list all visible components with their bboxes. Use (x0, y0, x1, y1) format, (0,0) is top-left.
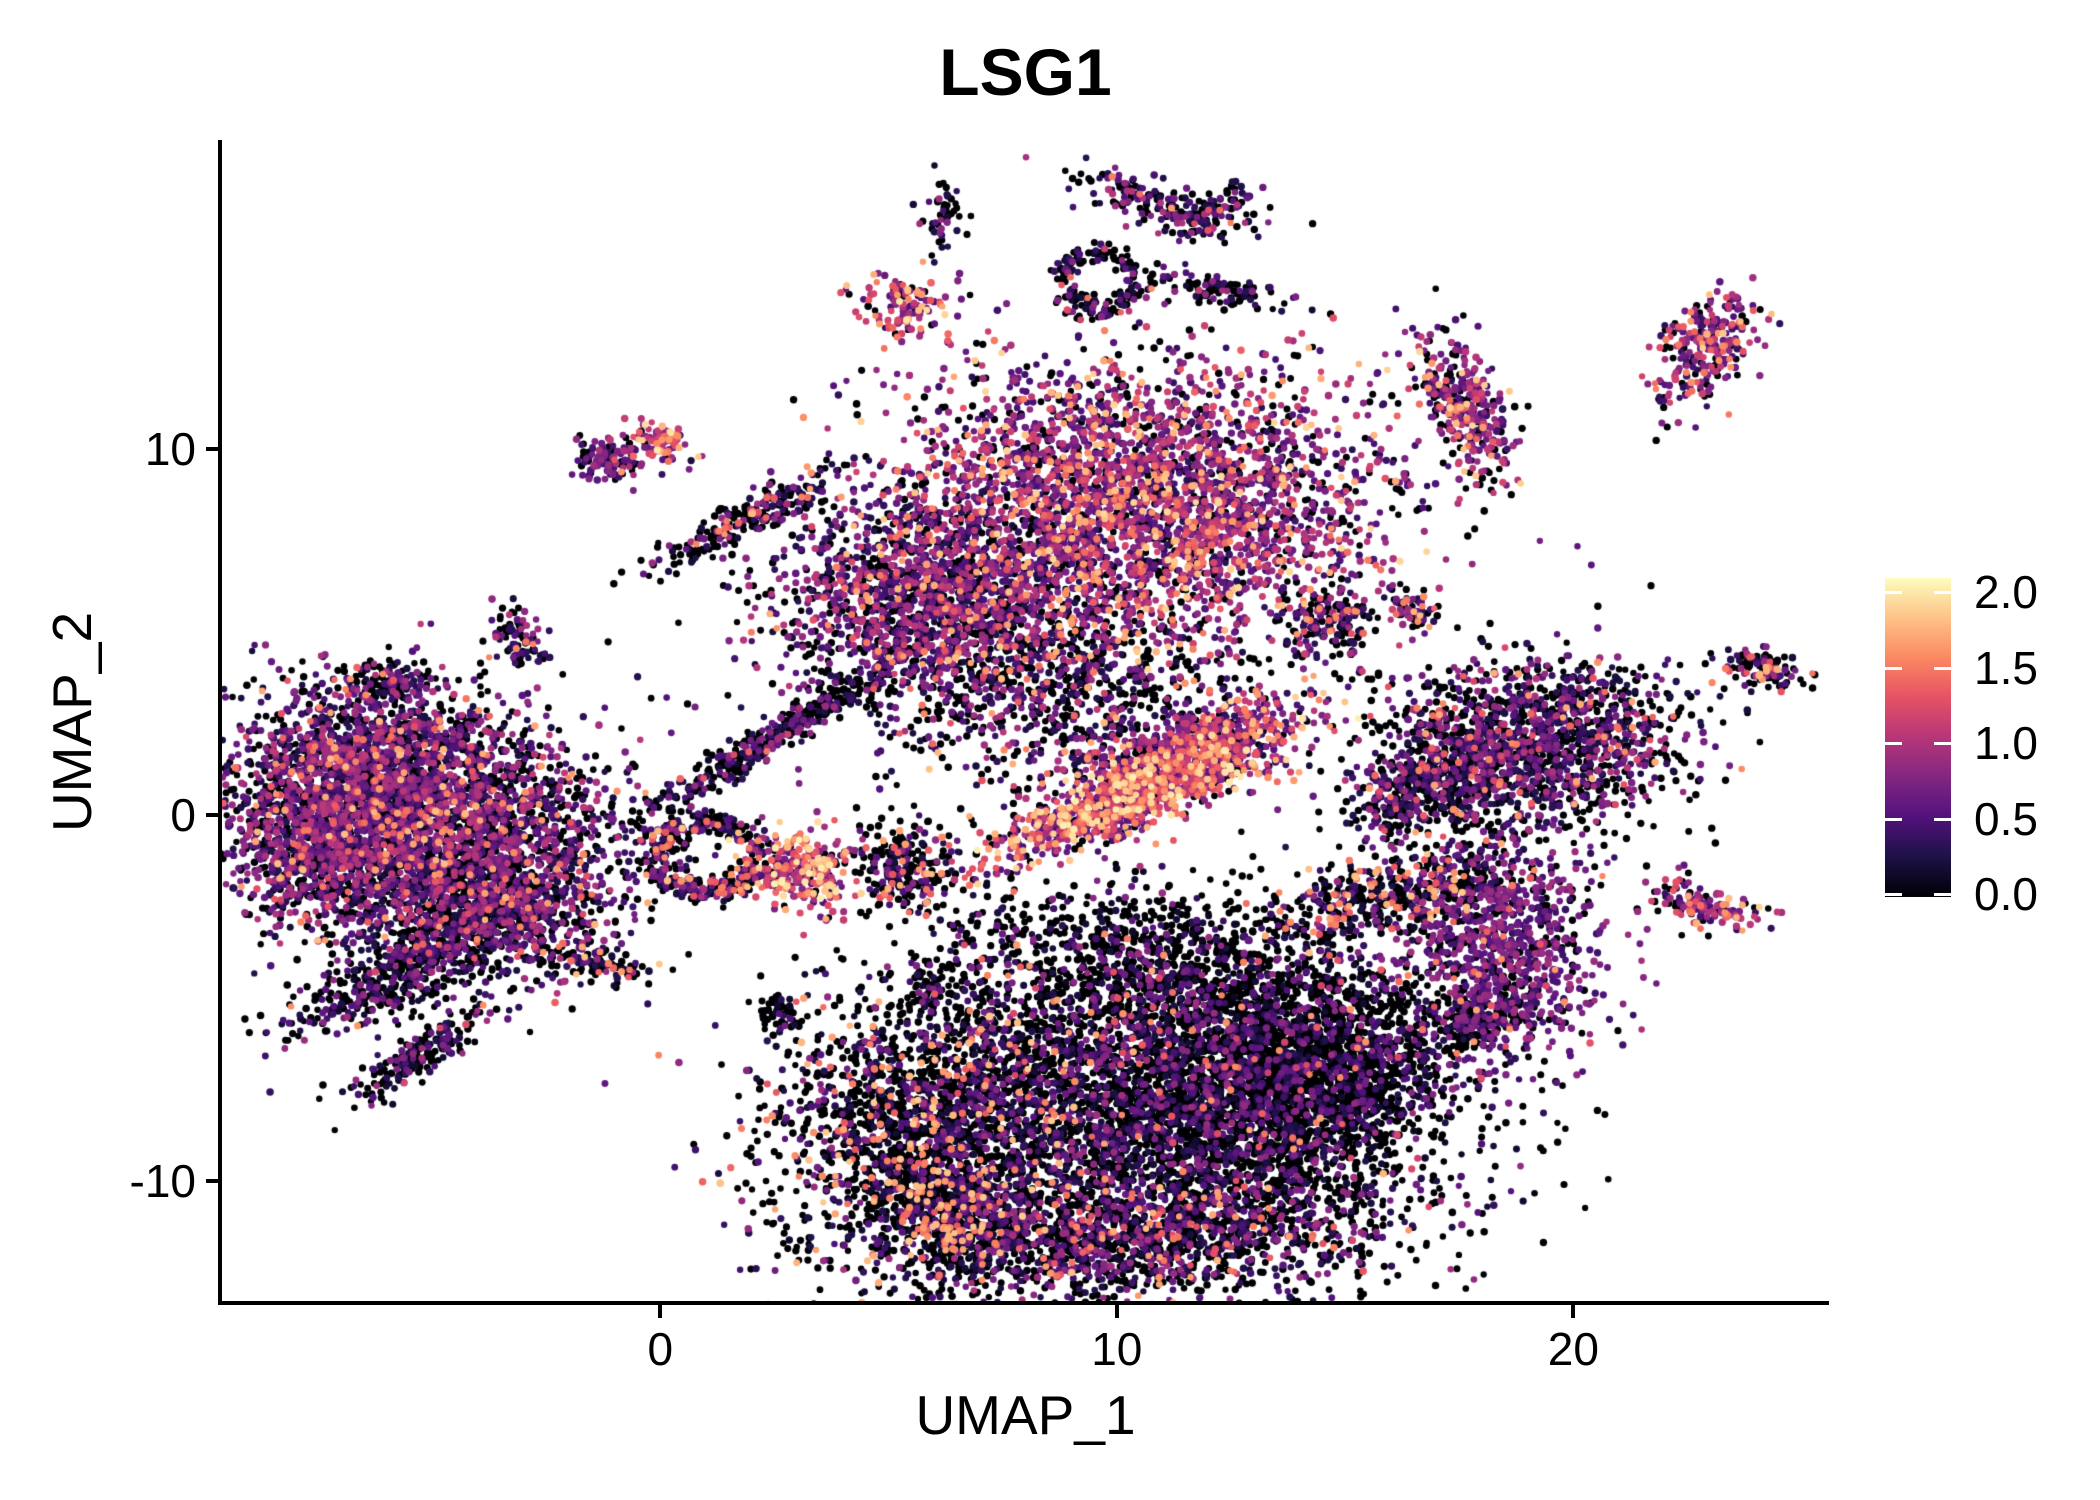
colorbar-tick-notch-right (1934, 817, 1951, 821)
y-axis-title: UMAP_2 (41, 611, 103, 833)
y-tick-label: -10 (129, 1154, 196, 1207)
colorbar-tick-notch-right (1934, 666, 1951, 670)
colorbar-gradient (1885, 578, 1951, 897)
x-tick-label: 0 (647, 1323, 674, 1375)
colorbar-tick-label: 0.5 (1974, 792, 2038, 845)
y-tick-label: 0 (170, 788, 196, 841)
colorbar-tick-notch-right (1934, 893, 1951, 897)
colorbar-tick-label: 1.5 (1974, 641, 2038, 694)
y-tick-mark (206, 1178, 219, 1183)
x-tick-label: 20 (1547, 1323, 1599, 1375)
y-tick-mark (206, 447, 219, 452)
y-axis-line (218, 140, 222, 1305)
colorbar-tick-label: 0.0 (1974, 868, 2038, 921)
colorbar-tick-notch-left (1885, 666, 1902, 670)
x-tick-mark (1114, 1305, 1119, 1318)
colorbar-tick-label: 2.0 (1974, 566, 2038, 619)
colorbar-tick-notch-left (1885, 742, 1902, 746)
x-axis-line (218, 1301, 1829, 1305)
colorbar-tick-notch-right (1934, 742, 1951, 746)
x-tick-mark (658, 1305, 663, 1318)
colorbar-tick-label: 1.0 (1974, 717, 2038, 770)
plot-panel (222, 142, 1829, 1303)
colorbar-tick-notch-left (1885, 591, 1902, 595)
colorbar-tick-notch-left (1885, 893, 1902, 897)
x-axis-title: UMAP_1 (915, 1384, 1136, 1446)
page-title: LSG1 (939, 35, 1112, 109)
x-tick-label: 10 (1091, 1323, 1143, 1375)
x-tick-mark (1571, 1305, 1576, 1318)
umap-scatter-canvas (222, 142, 1829, 1303)
colorbar-tick-notch-right (1934, 591, 1951, 595)
y-tick-mark (206, 812, 219, 817)
y-tick-label: 10 (144, 423, 196, 476)
colorbar-tick-notch-left (1885, 817, 1902, 821)
